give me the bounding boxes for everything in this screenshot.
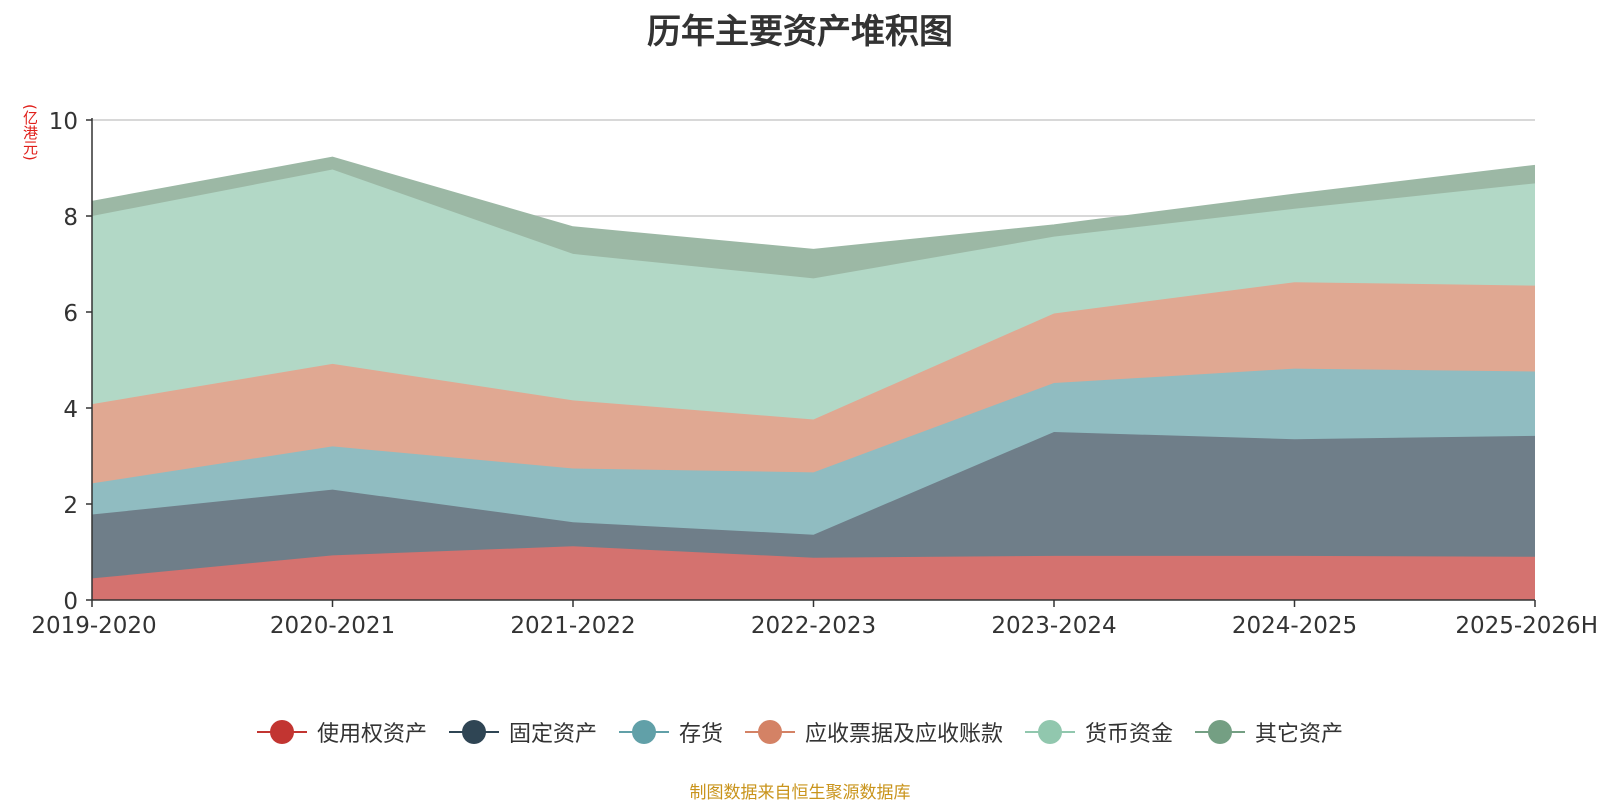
y-tick-label: 2: [63, 493, 78, 519]
area-series-2: [92, 432, 1535, 579]
area-series-4: [92, 282, 1535, 484]
x-tick-label: 2020-2021: [270, 613, 395, 639]
x-tick-label: 2021-2022: [510, 613, 635, 639]
legend-label: 使用权资产: [316, 722, 427, 747]
legend-label: 存货: [678, 722, 723, 747]
legend: 使用权资产 固定资产 存货 应收票据及应收账款 货币资金 其它资产: [0, 716, 1600, 748]
x-tick-label: 2023-2024: [991, 613, 1116, 639]
chart-title: 历年主要资产堆积图: [647, 12, 953, 52]
area-series-6-edge: [91, 156, 1536, 251]
legend-item-4[interactable]: 应收票据及应收账款: [745, 716, 1003, 748]
x-tick-label: 2019-2020: [31, 613, 156, 639]
area-series-3: [92, 368, 1535, 535]
legend-item-6[interactable]: 其它资产: [1195, 716, 1343, 748]
legend-label: 货币资金: [1085, 722, 1174, 747]
source-note: 制图数据来自恒生聚源数据库: [689, 783, 911, 803]
stacked-area-chart: 0 2 4 6 8 10 2019-2020 2020-2021 2021-2022 2022-2…: [31, 109, 1598, 639]
y-tick-label: 10: [49, 109, 78, 135]
legend-item-2[interactable]: 固定资产: [448, 716, 597, 748]
x-tick-label: 2025-2026H: [1455, 613, 1598, 639]
area-series-layer: [91, 156, 1536, 600]
legend-marker-icon: [745, 719, 795, 745]
legend-label: 其它资产: [1255, 722, 1344, 747]
x-tick-label: 2024-2025: [1232, 613, 1357, 639]
legend-marker-icon: [448, 719, 499, 745]
legend-item-1[interactable]: 使用权资产: [256, 716, 427, 748]
legend-label: 应收票据及应收账款: [805, 722, 1004, 747]
area-series-1: [92, 546, 1535, 600]
legend-item-3[interactable]: 存货: [618, 716, 723, 748]
y-tick-label: 6: [63, 301, 78, 327]
legend-marker-icon: [256, 719, 307, 745]
y-tick-label: 0: [63, 589, 78, 615]
area-series-6: [92, 157, 1535, 279]
legend-item-5[interactable]: 货币资金: [1025, 716, 1173, 748]
y-axis-unit-label: (亿港元): [21, 104, 39, 161]
y-tick-label: 8: [63, 205, 78, 231]
area-series-5: [92, 169, 1535, 420]
legend-marker-icon: [618, 719, 669, 745]
x-tick-label: 2022-2023: [751, 613, 876, 639]
legend-marker-icon: [1195, 719, 1246, 745]
legend-marker-icon: [1025, 719, 1076, 745]
y-tick-label: 4: [63, 397, 78, 423]
axes: 0 2 4 6 8 10 2019-2020 2020-2021 2021-2022 2022-2…: [31, 109, 1598, 639]
legend-label: 固定资产: [508, 722, 597, 747]
